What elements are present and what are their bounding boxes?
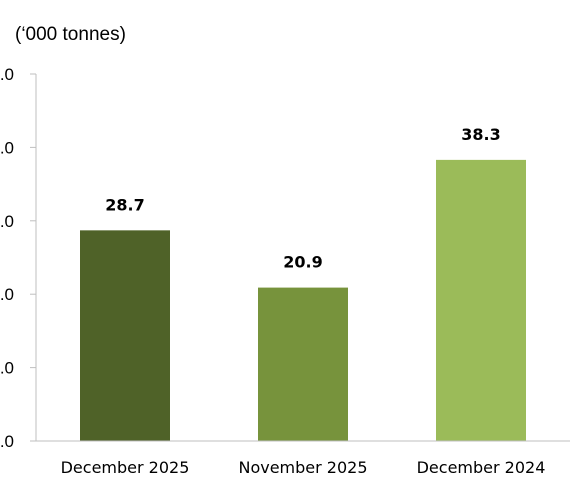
bar-november-2025 xyxy=(258,287,348,441)
data-label: 38.3 xyxy=(461,125,500,144)
category-label: December 2025 xyxy=(61,458,190,477)
category-label: December 2024 xyxy=(417,458,546,477)
y-axis-ticks: .0 .0 .0 .0 .0 .0 xyxy=(0,65,36,451)
y-tick-label: .0 xyxy=(0,138,14,157)
data-label: 28.7 xyxy=(105,195,144,214)
bar-december-2024 xyxy=(436,159,526,442)
y-tick-label: .0 xyxy=(0,212,14,231)
data-label: 20.9 xyxy=(283,253,322,272)
category-label: November 2025 xyxy=(238,458,367,477)
unit-label: (‘000 tonnes) xyxy=(15,24,126,45)
y-tick-label: .0 xyxy=(0,432,14,451)
bars xyxy=(80,159,526,442)
y-tick-label: .0 xyxy=(0,285,14,304)
data-labels: 28.7 20.9 38.3 xyxy=(105,125,500,272)
y-tick-label: .0 xyxy=(0,359,14,378)
bar-december-2025 xyxy=(80,230,170,441)
y-tick-label: .0 xyxy=(0,65,14,84)
category-labels: December 2025 November 2025 December 2024 xyxy=(61,458,546,477)
